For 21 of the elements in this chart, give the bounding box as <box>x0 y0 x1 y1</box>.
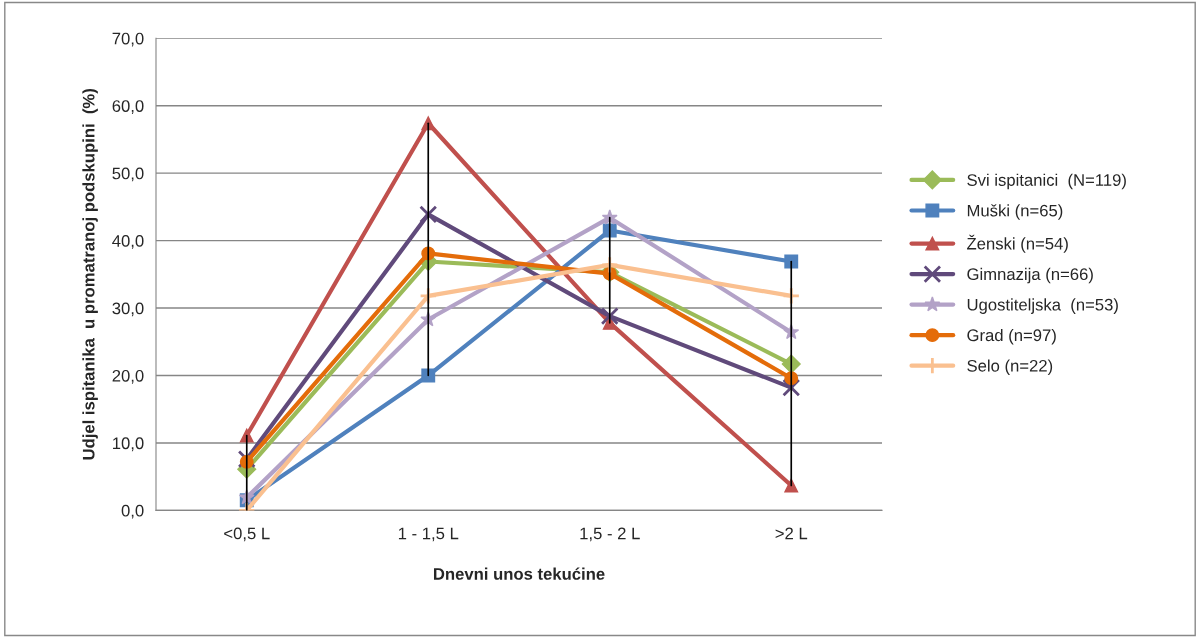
y-axis-title: Udjel ispitanika u promatranoj podskupini (%) <box>82 89 98 460</box>
y-tick-label: 40,0 <box>112 235 144 249</box>
legend-label: Ugostiteljska (n=53) <box>967 298 1118 314</box>
x-tick-label: >2 L <box>775 527 808 540</box>
legend-label: Gimnazija (n=66) <box>967 267 1093 284</box>
legend-label: Ženski (n=54) <box>967 234 1068 253</box>
legend-label: Svi ispitanici (N=119) <box>967 173 1126 190</box>
y-tick-label: 50,0 <box>112 167 144 182</box>
y-tick-label: 30,0 <box>112 302 144 317</box>
x-tick-label: 1,5 - 2 L <box>580 527 640 542</box>
legend-label: Selo (n=22) <box>967 359 1053 375</box>
x-axis-title: Dnevni unos tekućine <box>433 567 605 580</box>
y-tick-label: 70,0 <box>112 32 144 47</box>
y-tick-label: 10,0 <box>113 437 144 452</box>
x-tick-label: <0,5 L <box>224 527 270 542</box>
legend-label: Grad (n=97) <box>967 328 1056 345</box>
x-tick-label: 1 - 1,5 L <box>398 527 459 542</box>
y-tick-label: 60,0 <box>112 100 144 114</box>
y-tick-label: 0,0 <box>121 504 144 519</box>
legend-label: Muški (n=65) <box>967 204 1063 220</box>
y-tick-label: 20,0 <box>112 369 144 384</box>
